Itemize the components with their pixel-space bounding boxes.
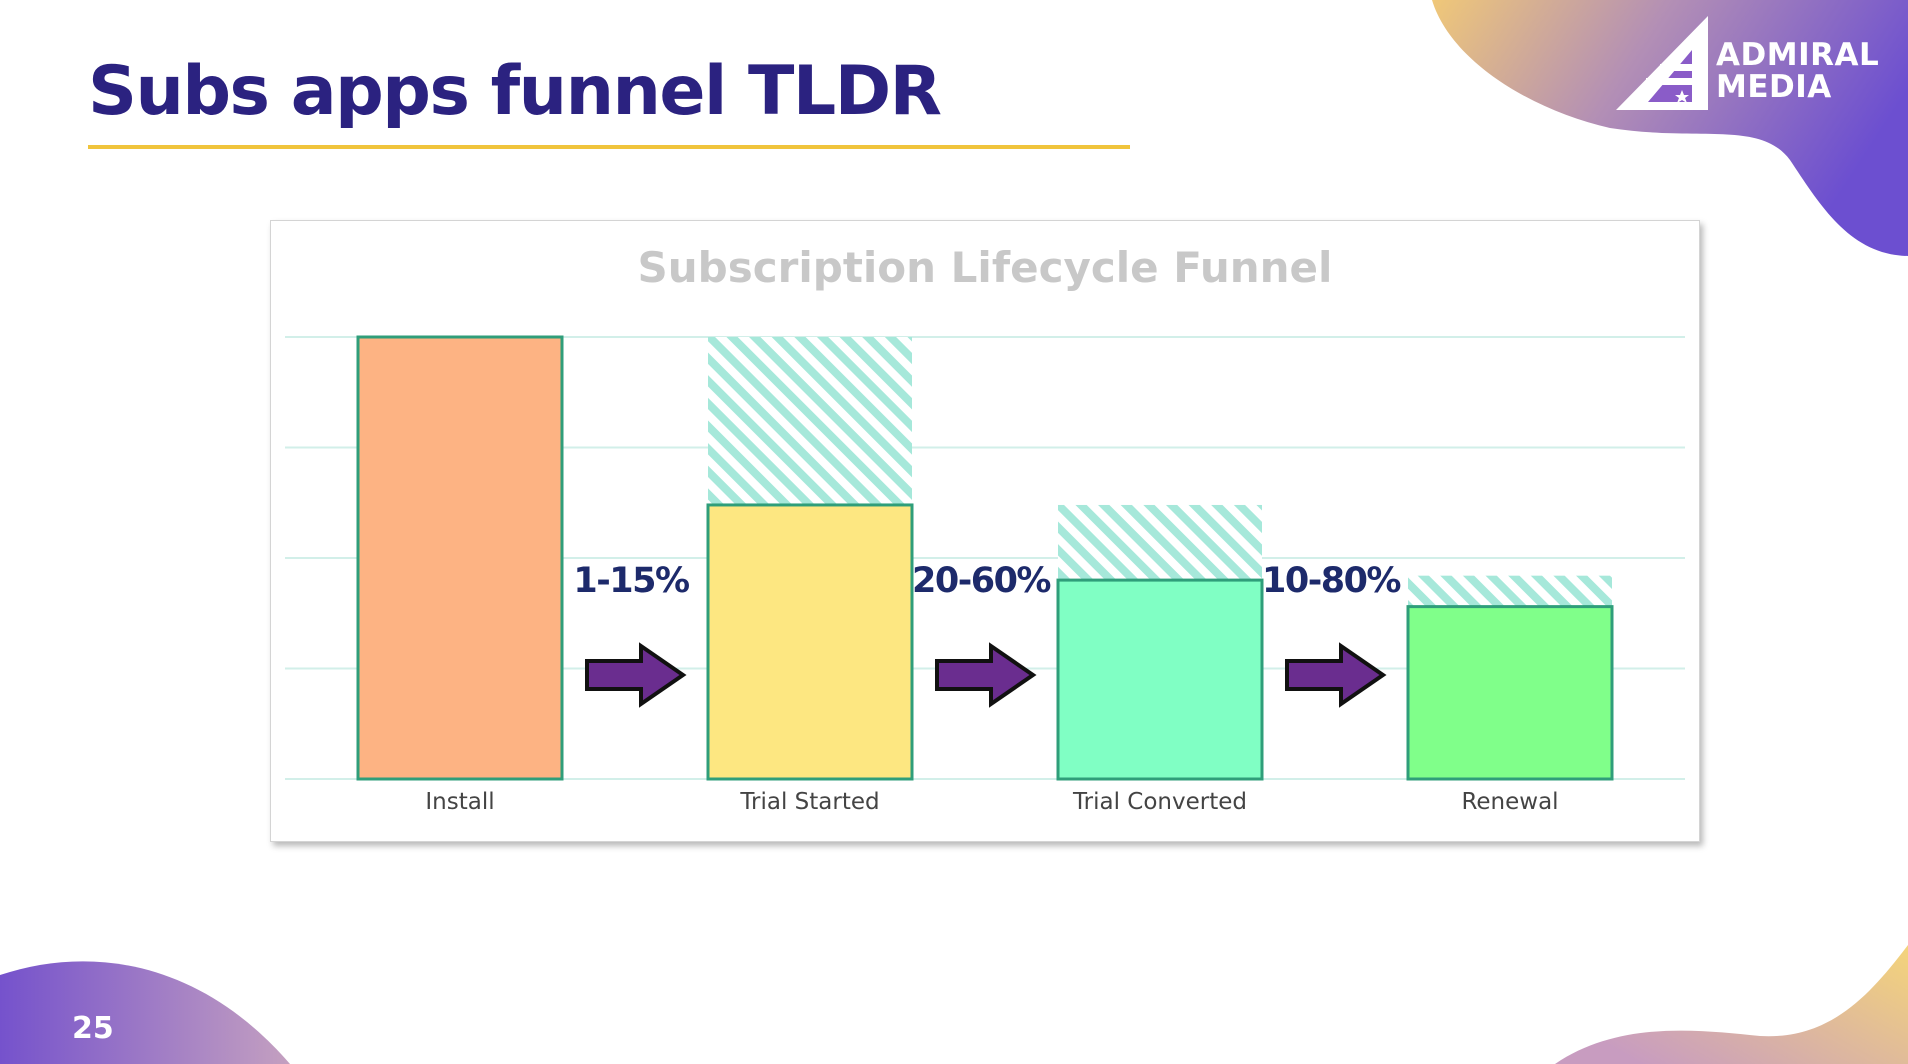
bar-renewal (1406, 605, 1614, 781)
conversion-rate-label: 10-80% (1261, 561, 1402, 601)
conversion-rate-label: 1-15% (573, 561, 690, 601)
arrow-right-icon (585, 642, 687, 708)
category-label: Trial Converted (1072, 789, 1247, 815)
category-label: Trial Started (740, 789, 880, 815)
title-underline (88, 145, 1130, 149)
conversion-rate-label: 20-60% (911, 561, 1052, 601)
bar-install (356, 335, 564, 781)
admiral-flag-triangle-icon (1616, 16, 1708, 110)
potential-bar-2 (708, 337, 912, 505)
chart-card: Subscription Lifecycle Funnel Install Tri… (270, 220, 1700, 842)
potential-bar-4 (1408, 575, 1612, 607)
funnel-chart (285, 335, 1685, 781)
brand-logo: ADMIRAL MEDIA (1612, 12, 1882, 122)
arrow-right-icon (1285, 642, 1387, 708)
potential-bar-3 (1058, 504, 1262, 581)
logo-line2: MEDIA (1716, 69, 1832, 105)
page-number: 25 (72, 1011, 114, 1046)
category-label: Install (425, 789, 495, 815)
logo-line1: ADMIRAL (1716, 37, 1880, 73)
slide-title: Subs apps funnel TLDR (88, 52, 942, 131)
chart-title: Subscription Lifecycle Funnel (637, 243, 1333, 292)
arrow-right-icon (935, 642, 1037, 708)
bar-trial-converted (1056, 578, 1264, 781)
category-label: Renewal (1461, 789, 1559, 815)
bar-trial-started (706, 503, 914, 781)
